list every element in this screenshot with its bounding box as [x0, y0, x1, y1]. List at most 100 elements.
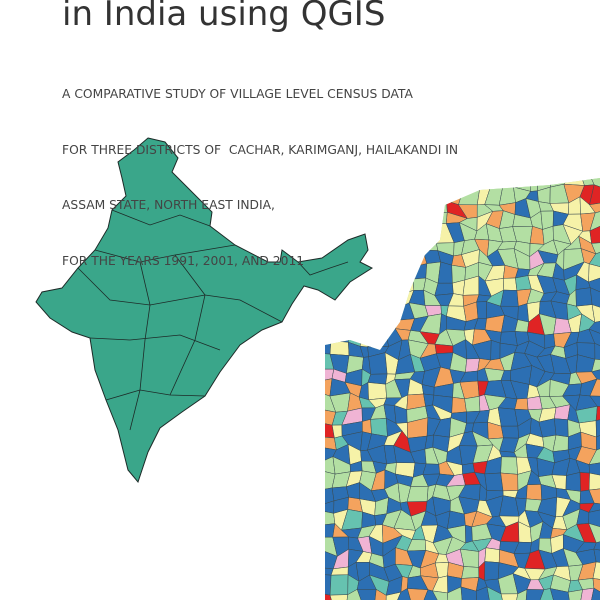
- village-polygon: [423, 393, 435, 407]
- village-polygon: [565, 472, 581, 492]
- village-polygon: [325, 567, 334, 576]
- village-polygon: [592, 578, 600, 595]
- village-polygon: [500, 289, 519, 307]
- village-polygon: [554, 418, 569, 438]
- village-polygon: [490, 178, 507, 187]
- village-polygon: [588, 328, 600, 349]
- village-polygon: [407, 588, 429, 600]
- village-polygon: [514, 398, 529, 411]
- village-polygon: [359, 288, 373, 308]
- village-polygon: [330, 303, 348, 320]
- village-polygon: [490, 339, 501, 361]
- village-polygon: [588, 178, 600, 190]
- village-polygon: [325, 436, 337, 451]
- village-polygon: [325, 593, 333, 600]
- village-polygon: [589, 209, 600, 232]
- india-state-borders: [77, 209, 349, 431]
- village-polygon: [367, 382, 387, 401]
- village-polygon: [589, 378, 600, 397]
- village-polygon: [371, 314, 387, 336]
- village-polygon: [588, 472, 600, 491]
- village-polygon: [595, 418, 600, 438]
- village-polygon: [588, 274, 600, 296]
- village-polygon: [486, 586, 504, 600]
- village-polygon: [588, 461, 600, 477]
- subtitle-line: FOR THE YEARS 1991, 2001, AND 2011: [62, 253, 305, 268]
- village-polygon: [476, 301, 487, 319]
- village-polygon: [516, 589, 528, 600]
- village-polygon: [580, 587, 595, 600]
- village-polygon: [360, 320, 375, 336]
- village-polygon: [330, 326, 350, 343]
- village-polygon: [332, 314, 350, 333]
- village-polygon: [329, 594, 349, 600]
- village-polygon: [359, 303, 373, 322]
- village-polygon: [368, 352, 388, 375]
- village-polygon: [589, 587, 600, 600]
- village-polygon: [575, 287, 593, 307]
- village-polygon: [422, 589, 442, 600]
- village-polygon: [526, 484, 542, 501]
- village-polygon: [475, 586, 491, 600]
- village-polygon: [594, 342, 600, 361]
- village-polygon: [367, 288, 388, 305]
- village-polygon: [525, 589, 545, 600]
- village-polygon: [588, 487, 600, 505]
- village-polygon: [345, 588, 363, 600]
- village-polygon: [356, 589, 377, 600]
- village-polygon: [345, 289, 361, 308]
- village-polygon: [500, 593, 519, 600]
- village-polygon: [588, 522, 600, 544]
- village-polygon: [500, 456, 518, 475]
- subtitle-line: A COMPARATIVE STUDY OF VILLAGE LEVEL CEN…: [62, 87, 413, 101]
- village-polygon: [464, 396, 481, 413]
- village-polygon: [567, 589, 583, 600]
- village-polygon: [325, 573, 332, 596]
- village-polygon: [329, 574, 349, 596]
- village-polygon: [593, 540, 600, 552]
- village-polygon: [325, 378, 333, 397]
- village-polygon: [406, 486, 429, 503]
- village-polygon: [396, 588, 414, 600]
- village-polygon: [325, 315, 333, 332]
- village-polygon: [325, 326, 333, 342]
- village-polygon: [458, 186, 481, 206]
- village-polygon: [484, 547, 500, 563]
- village-polygon: [549, 588, 570, 600]
- village-polygon: [325, 456, 336, 475]
- village-polygon: [446, 586, 464, 600]
- village-polygon: [384, 302, 401, 321]
- subtitle: A COMPARATIVE STUDY OF VILLAGE LEVEL CEN…: [62, 48, 458, 289]
- village-polygon: [589, 223, 600, 244]
- village-polygon: [537, 588, 556, 600]
- village-polygon: [588, 263, 600, 283]
- village-polygon: [371, 302, 387, 322]
- village-polygon: [384, 294, 401, 308]
- village-polygon: [563, 178, 585, 186]
- village-polygon: [451, 396, 467, 414]
- village-polygon: [362, 419, 372, 435]
- village-polygon: [459, 178, 481, 190]
- village-polygon: [325, 305, 333, 316]
- village-polygon: [370, 418, 388, 437]
- subtitle-line: FOR THREE DISTRICTS OF CACHAR, KARIMGANJ…: [62, 142, 459, 157]
- village-polygon: [329, 340, 350, 356]
- village-polygon: [432, 590, 448, 600]
- village-polygon: [479, 178, 492, 188]
- village-polygon: [325, 340, 332, 355]
- village-polygon: [345, 303, 362, 321]
- village-polygon: [589, 287, 600, 309]
- village-polygon: [589, 202, 600, 214]
- village-polygon: [500, 472, 519, 492]
- village-polygon: [588, 319, 600, 335]
- village-polygon: [503, 277, 518, 291]
- village-polygon: [359, 328, 375, 348]
- village-polygon: [434, 343, 454, 354]
- village-polygon: [461, 566, 480, 579]
- village-polygon: [500, 425, 519, 439]
- village-polygon: [502, 178, 515, 188]
- village-polygon: [484, 561, 500, 581]
- village-polygon: [484, 472, 504, 492]
- title: in India using QGIS: [62, 0, 386, 34]
